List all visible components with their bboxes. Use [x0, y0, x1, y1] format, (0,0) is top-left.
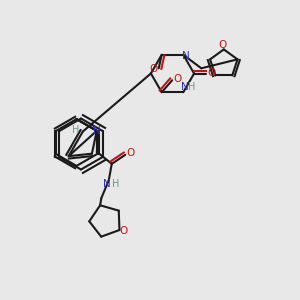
Text: N: N	[182, 51, 190, 61]
Text: O: O	[207, 68, 216, 79]
Text: N: N	[103, 179, 111, 189]
Text: N: N	[181, 82, 189, 92]
Text: O: O	[173, 74, 181, 84]
Text: O: O	[120, 226, 128, 236]
Text: H: H	[112, 179, 119, 189]
Text: H: H	[72, 125, 79, 135]
Text: H: H	[188, 82, 195, 92]
Text: N: N	[93, 126, 100, 136]
Text: O: O	[218, 40, 226, 50]
Text: O: O	[127, 148, 135, 158]
Text: O: O	[149, 64, 158, 74]
